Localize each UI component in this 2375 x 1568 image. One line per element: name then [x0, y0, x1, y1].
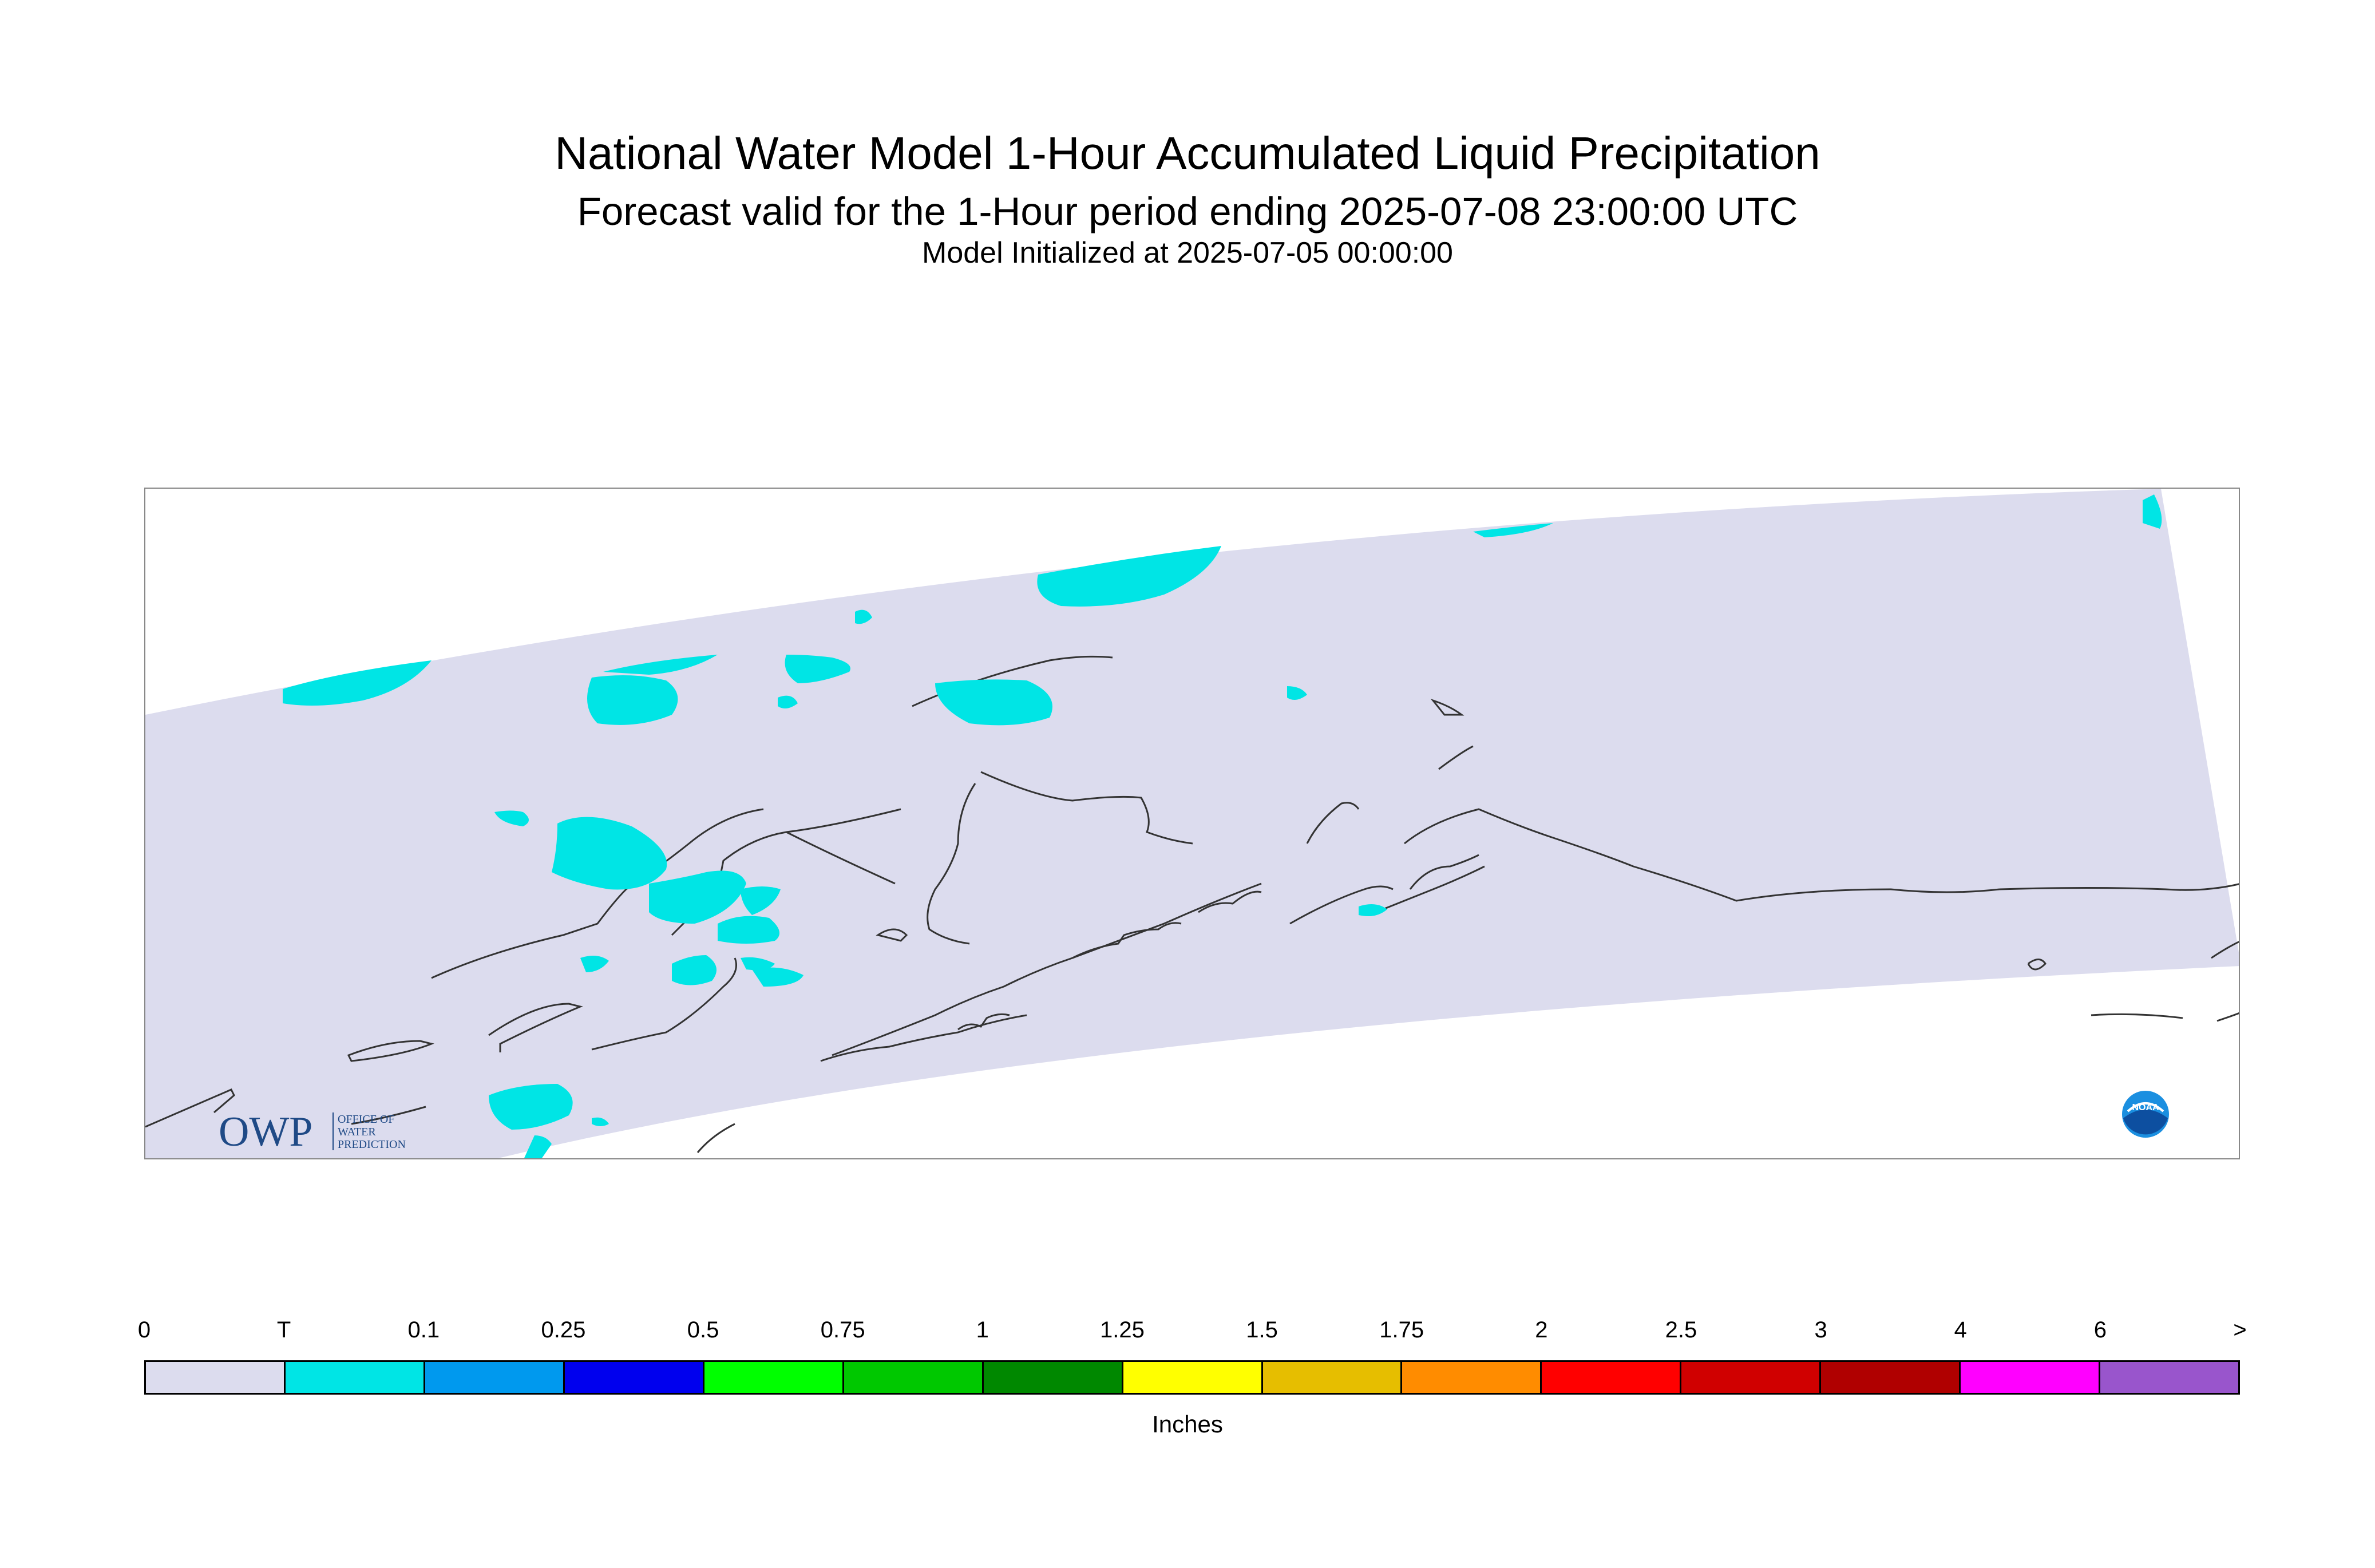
colorbar-tick-label: 1.5 — [1246, 1317, 1278, 1343]
colorbar-bin — [1262, 1362, 1403, 1393]
colorbar-bin — [704, 1362, 844, 1393]
colorbar-tick-label: 0.25 — [541, 1317, 586, 1343]
noaa-wordmark: NOAA — [2132, 1103, 2159, 1112]
colorbar-bin — [564, 1362, 704, 1393]
noaa-logo: NOAA — [2122, 1091, 2169, 1138]
colorbar-bin — [425, 1362, 565, 1393]
owp-wordmark: OWP — [219, 1108, 312, 1154]
colorbar-tick-label: 0.1 — [407, 1317, 440, 1343]
colorbar-tick-label: > — [2233, 1317, 2247, 1343]
colorbar-units-label: Inches — [1152, 1411, 1223, 1438]
map-panel: OWP OFFICE OF WATER PREDICTION NOAA — [144, 488, 2240, 1159]
colorbar-bin — [146, 1362, 286, 1393]
colorbar-bin — [285, 1362, 425, 1393]
colorbar — [144, 1360, 2240, 1395]
precipitation-map — [145, 489, 2239, 1158]
colorbar-tick-label: 2 — [1535, 1317, 1548, 1343]
colorbar-tick-label: 1 — [976, 1317, 989, 1343]
colorbar-tick-label: 3 — [1814, 1317, 1827, 1343]
colorbar-bin — [1961, 1362, 2101, 1393]
owp-line-2: WATER — [338, 1126, 376, 1138]
colorbar-tick-label: T — [276, 1317, 291, 1343]
owp-logo: OWP OFFICE OF WATER PREDICTION — [219, 1108, 406, 1154]
colorbar-bin — [983, 1362, 1123, 1393]
chart-title: National Water Model 1-Hour Accumulated … — [555, 128, 1820, 179]
colorbar-tick-label: 1.75 — [1379, 1317, 1424, 1343]
colorbar-bin — [1681, 1362, 1822, 1393]
colorbar-bin — [1542, 1362, 1682, 1393]
chart-subtitle: Forecast valid for the 1-Hour period end… — [577, 189, 1798, 233]
colorbar-tick-label: 0.5 — [687, 1317, 719, 1343]
colorbar-tick-label: 6 — [2093, 1317, 2107, 1343]
colorbar-tick-label: 0.75 — [820, 1317, 865, 1343]
owp-line-3: PREDICTION — [338, 1138, 406, 1151]
colorbar-tick-label: 2.5 — [1665, 1317, 1697, 1343]
coastlines — [145, 655, 2239, 1153]
owp-line-1: OFFICE OF — [338, 1113, 394, 1126]
colorbar-bin — [844, 1362, 984, 1393]
model-init-time: Model Initialized at 2025-07-05 00:00:00 — [922, 236, 1453, 270]
precip-areas — [283, 494, 2162, 1158]
colorbar-bin — [1821, 1362, 1961, 1393]
colorbar-tick-label: 4 — [1954, 1317, 1967, 1343]
colorbar-bin — [1402, 1362, 1542, 1393]
colorbar-tick-label: 0 — [137, 1317, 151, 1343]
colorbar-tick-label: 1.25 — [1099, 1317, 1145, 1343]
colorbar-bin — [1123, 1362, 1263, 1393]
model-domain — [145, 489, 2239, 1158]
colorbar-bin — [2100, 1362, 2239, 1393]
